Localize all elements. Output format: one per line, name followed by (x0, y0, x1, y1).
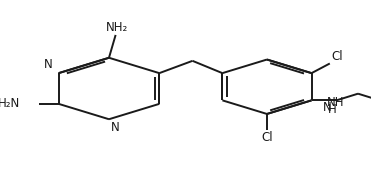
Text: H₂N: H₂N (0, 97, 20, 110)
Text: NH₂: NH₂ (106, 21, 128, 34)
Text: N: N (110, 121, 119, 134)
Text: NH: NH (327, 96, 344, 109)
Text: N: N (323, 101, 332, 114)
Text: Cl: Cl (331, 50, 343, 63)
Text: H: H (328, 103, 337, 116)
Text: Cl: Cl (261, 131, 273, 144)
Text: N: N (44, 58, 53, 71)
